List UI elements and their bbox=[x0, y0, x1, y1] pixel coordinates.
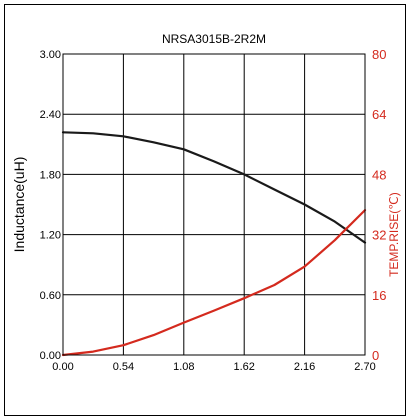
x-tick-label: 0.00 bbox=[52, 361, 73, 373]
y2-tick-label: 80 bbox=[372, 47, 386, 62]
y-tick-label: 2.40 bbox=[40, 109, 61, 121]
grid bbox=[63, 54, 365, 355]
y-tick-label: 3.00 bbox=[40, 49, 61, 61]
chart-svg: 0.00 0.54 1.08 1.62 2.16 2.70 0.00 0.60 1.20 1.80… bbox=[11, 32, 401, 373]
series-line-temp_rise bbox=[61, 209, 367, 357]
x-tick-label: 2.70 bbox=[354, 361, 375, 373]
plot-border bbox=[62, 53, 366, 356]
y-axis-label: Inductance(uH) bbox=[11, 157, 27, 253]
y2-tick-label: 48 bbox=[372, 167, 386, 182]
y2-tick-label: 64 bbox=[372, 107, 386, 122]
x-tick-label: 1.62 bbox=[233, 361, 254, 373]
series-line-inductance bbox=[61, 131, 367, 244]
chart-title: NRSA3015B-2R2M bbox=[162, 32, 266, 46]
x-tick-label: 2.16 bbox=[294, 361, 315, 373]
y2-tick-label: 32 bbox=[372, 228, 386, 243]
chart-frame: 0.00 0.54 1.08 1.62 2.16 2.70 0.00 0.60 1.20 1.80… bbox=[4, 4, 406, 416]
x-tick-label: 0.54 bbox=[113, 361, 134, 373]
x-tick-label: 1.08 bbox=[173, 361, 194, 373]
y-tick-label: 0.00 bbox=[40, 350, 61, 362]
y-tick-label: 1.80 bbox=[40, 169, 61, 181]
series-layer bbox=[61, 131, 367, 357]
y2-axis-label: TEMP.RISE(℃) bbox=[387, 192, 401, 277]
y2-tick-label: 16 bbox=[372, 288, 386, 303]
y2-tick-label: 0 bbox=[372, 348, 379, 363]
y-tick-label: 1.20 bbox=[40, 230, 61, 242]
y-tick-label: 0.60 bbox=[40, 290, 61, 302]
tick-labels: 0.00 0.54 1.08 1.62 2.16 2.70 0.00 0.60 1.20 1.80… bbox=[40, 47, 387, 373]
